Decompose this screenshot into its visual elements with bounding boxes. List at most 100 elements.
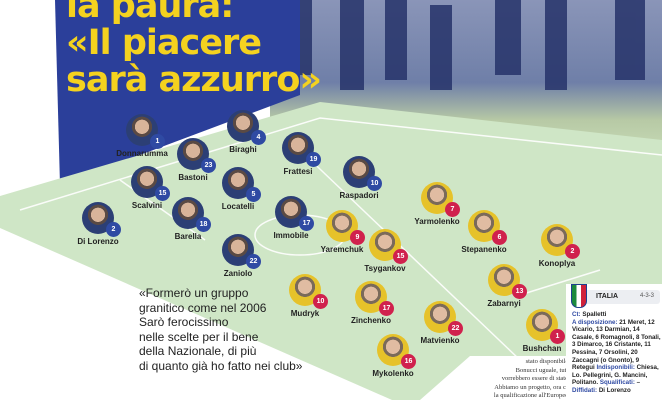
player-ukr: 15 Tsygankov (355, 229, 415, 273)
player-ita: 18 Barella (158, 197, 218, 241)
player-name: Zinchenko (350, 316, 391, 325)
shirt-number: 16 (401, 354, 416, 369)
player-ukr: 6 Stepanenko (454, 210, 514, 254)
player-photo: 23 (177, 138, 216, 173)
player-photo: 17 (355, 281, 394, 316)
quote-line: Sarò ferocissimo (139, 315, 229, 329)
player-photo: 10 (289, 274, 328, 309)
pitch-lines (19, 117, 662, 361)
warned-label: Diffidati: (572, 386, 598, 394)
quote-line: granitico come nel 2006 (139, 300, 267, 315)
article-text: stato disponibile. Bonucci uguale, tutti… (470, 358, 570, 401)
player-name: Frattesi (283, 167, 313, 176)
player-ukr: 9 Yaremchuk (312, 210, 372, 254)
headline-line: «Il piacere (66, 23, 262, 63)
article-line: Abbiamo un progetto, ora c'è (494, 383, 570, 391)
player-ita: 15 Scalvini (117, 166, 177, 210)
player-ukr: 13 Zabarnyi (474, 264, 534, 308)
ct-label: Ct: (572, 311, 581, 318)
coach-quote: «Formerò un gruppo granitico come nel 20… (139, 286, 302, 373)
player-photo: 17 (275, 196, 314, 231)
shirt-number: 22 (448, 321, 463, 336)
quote-line: di quanto già ho fatto nei club» (139, 358, 303, 373)
shirt-number: 9 (350, 230, 365, 245)
shirt-number: 2 (565, 244, 580, 259)
warned-value: Di Lorenzo (598, 386, 631, 394)
shirt-number: 1 (550, 329, 565, 344)
player-ita: 10 Raspadori (329, 156, 389, 200)
article-line: stato disponibile. (525, 358, 570, 365)
player-photo: 13 (488, 264, 527, 299)
shirt-number: 7 (445, 202, 460, 217)
player-ukr: 2 Konoplya (527, 224, 587, 268)
article-line: vorrebbero essere di stato. (501, 375, 570, 382)
player-name: Mykolenko (372, 369, 414, 378)
shirt-number: 17 (379, 301, 394, 316)
player-ita: 4 Biraghi (213, 110, 273, 154)
headline: la paura: «Il piacere sarà azzurro» (66, 0, 322, 99)
article-line: la qualificazione all'Europeo, (493, 392, 570, 399)
shirt-number: 1 (150, 134, 165, 149)
player-photo: 6 (468, 210, 507, 245)
player-photo: 16 (377, 334, 416, 369)
player-name: Zaniolo (223, 269, 253, 278)
shirt-number: 2 (106, 222, 121, 237)
player-name: Yarmolenko (414, 217, 460, 226)
available-value: 21 Meret, 12 Vicario, 13 Darmian, 14 Cas… (572, 318, 661, 372)
player-photo: 4 (227, 110, 266, 145)
quote-line: «Formerò un gruppo (139, 286, 249, 300)
player-photo: 1 (526, 309, 565, 344)
player-name: Locatelli (221, 202, 255, 211)
player-photo: 1 (126, 114, 165, 149)
player-name: Immobile (273, 231, 309, 240)
shirt-number: 23 (201, 158, 216, 173)
player-name: Scalvini (131, 201, 163, 210)
player-name: Biraghi (229, 145, 257, 154)
shirt-number: 15 (393, 249, 408, 264)
player-ita: 23 Bastoni (163, 138, 223, 182)
suspended-value: – (636, 379, 641, 387)
player-ukr: 22 Matvienko (410, 301, 470, 345)
player-ita: 19 Frattesi (268, 132, 328, 176)
unavailable-label: Indisponibili: (596, 364, 635, 372)
player-name: Mudryk (290, 309, 320, 318)
ct-value: Spalletti (582, 311, 607, 318)
player-name: Zabarnyi (487, 299, 521, 308)
pitch (0, 102, 662, 400)
player-name: Yaremchuk (320, 245, 364, 254)
player-photo: 15 (369, 229, 408, 264)
player-ukr: 17 Zinchenko (341, 281, 401, 325)
team-info-box: ITALIA 4-3-3 Ct: Spalletti A disposizion… (566, 284, 662, 400)
player-ita: 5 Locatelli (208, 167, 268, 211)
player-photo: 19 (282, 132, 321, 167)
player-ukr: 10 Mudryk (275, 274, 335, 318)
shirt-number: 19 (306, 152, 321, 167)
shirt-number: 17 (299, 216, 314, 231)
italy-crest-icon (571, 284, 587, 308)
player-ita: 2 Di Lorenzo (68, 202, 128, 246)
player-name: Di Lorenzo (77, 237, 119, 246)
player-photo: 18 (172, 197, 211, 232)
player-name: Raspadori (339, 191, 379, 200)
suspended-label: Squalificati: (599, 379, 635, 387)
quote-line: nelle scelte per il bene (139, 329, 259, 344)
shirt-number: 4 (251, 130, 266, 145)
player-ita: 1 Donnarumma (112, 114, 172, 158)
unavailable-value: Chiesa, Lo. Pellegrini, G. Mancini, Poli… (572, 364, 659, 387)
shirt-number: 6 (492, 230, 507, 245)
available-label: A disposizione: (572, 318, 618, 326)
player-photo: 22 (424, 301, 463, 336)
shirt-number: 10 (367, 176, 382, 191)
player-photo: 2 (541, 224, 580, 259)
player-ukr: 1 Bushchan (512, 309, 572, 353)
player-name: Tsygankov (364, 264, 406, 273)
team-name: ITALIA (596, 293, 619, 300)
shirt-number: 18 (196, 217, 211, 232)
player-name: Matvienko (420, 336, 460, 345)
team-details: Ct: Spalletti A disposizione: 21 Meret, … (572, 311, 662, 395)
player-name: Konoplya (538, 259, 576, 268)
player-photo: 7 (421, 182, 460, 217)
player-ukr: 7 Yarmolenko (407, 182, 467, 226)
shirt-number: 10 (313, 294, 328, 309)
